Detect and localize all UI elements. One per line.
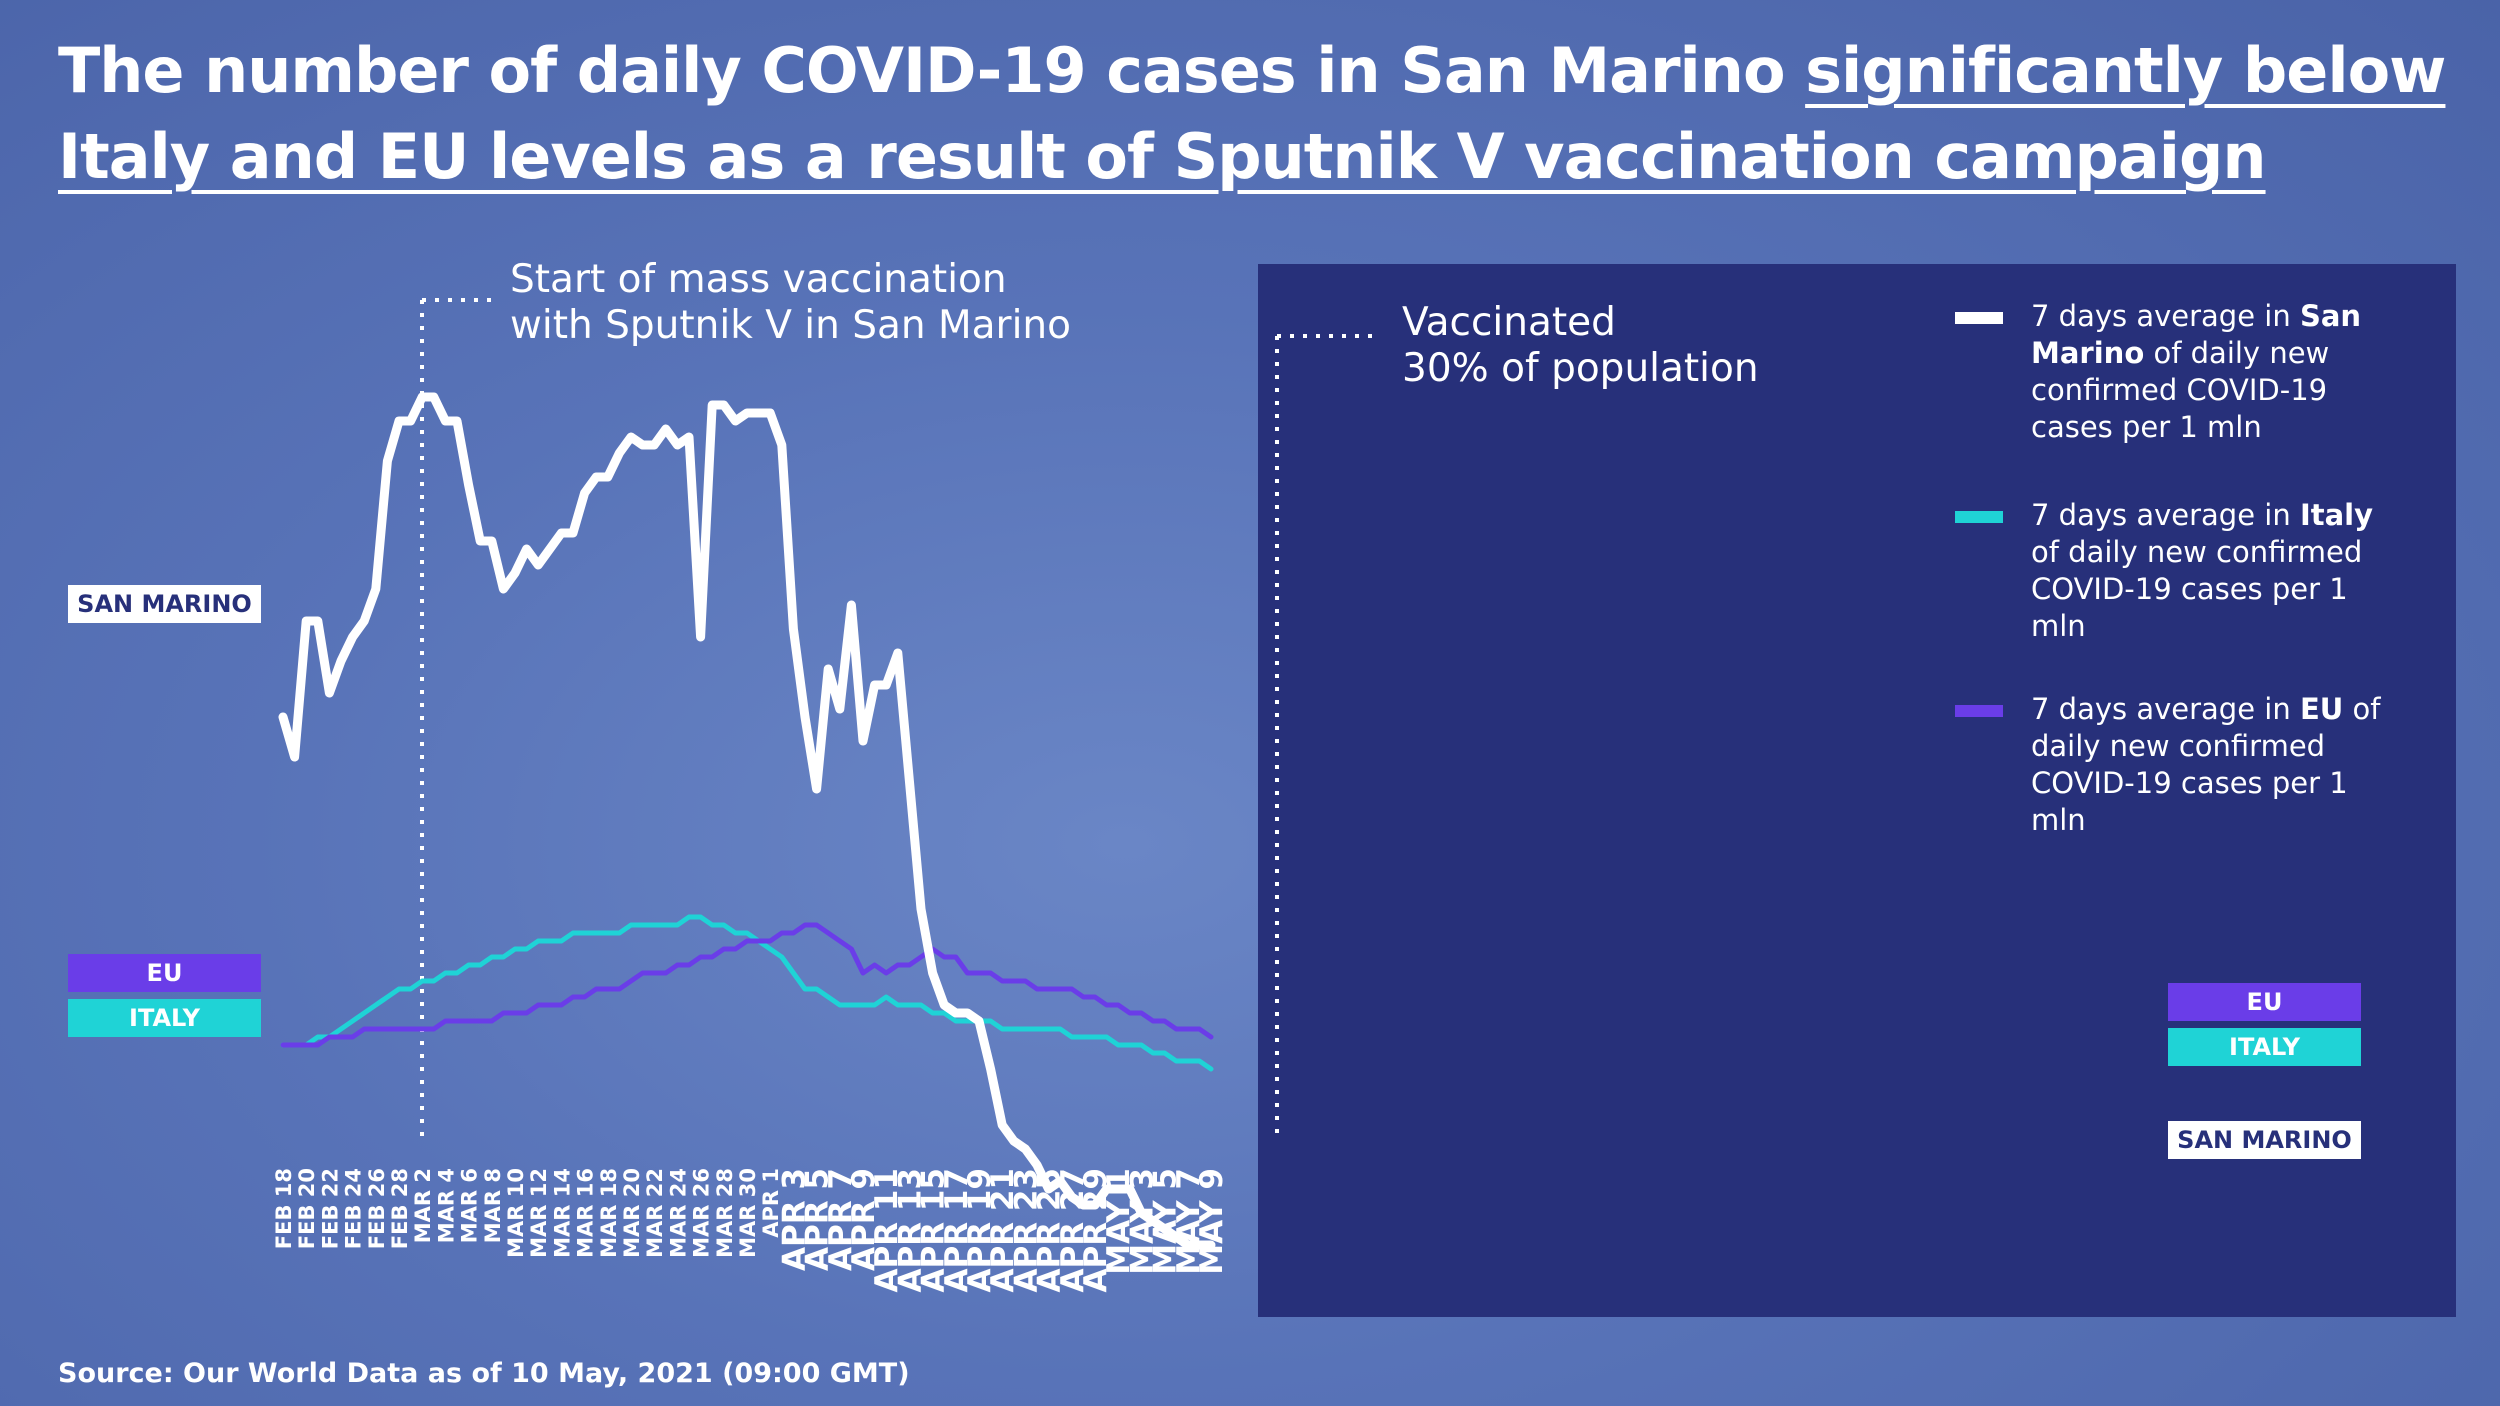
x-tick-label: MAR 18 (597, 1168, 621, 1258)
x-tick-label: MAR 28 (713, 1168, 737, 1258)
annotation-mass-vaccination: Start of mass vaccination with Sputnik V… (510, 257, 1071, 349)
x-tick-label: APR 13 (892, 1168, 928, 1293)
x-tick-label: APR 15 (916, 1168, 952, 1293)
x-tick-label: MAR 26 (690, 1168, 714, 1258)
x-tick-label: MAR 30 (736, 1168, 760, 1258)
legend-swatch-eu (1955, 705, 2003, 717)
annotation-vaccinated-line1: Vaccinated (1402, 300, 1616, 345)
x-tick-label: MAR 6 (458, 1168, 482, 1243)
x-tick-label: APR 5 (800, 1168, 836, 1271)
title-underlined: significantly below Italy and EU levels … (58, 34, 2446, 193)
series-tag-san-marino-left: SAN MARINO (68, 585, 261, 623)
x-tick-label: APR 17 (939, 1168, 975, 1293)
chart-title: The number of daily COVID-19 cases in Sa… (58, 28, 2458, 200)
legend-item-italy: 7 days average in Italy of daily new con… (1955, 497, 2395, 645)
title-plain: The number of daily COVID-19 cases in Sa… (58, 34, 1806, 107)
annotation-mass-vaccination-line2: with Sputnik V in San Marino (510, 303, 1071, 348)
x-tick-label: MAY 5 (1148, 1168, 1184, 1275)
x-tick-label: MAR 14 (550, 1168, 574, 1258)
series-tag-eu-left: EU (68, 954, 261, 992)
series-line-italy (280, 914, 1214, 1072)
source-note: Source: Our World Data as of 10 May, 202… (58, 1358, 910, 1389)
annotation-mass-vaccination-line1: Start of mass vaccination (510, 257, 1007, 302)
x-axis-ticks: FEB 18 FEB 20 FEB 22 FEB 24 FEB 26 FEB 28 MAR … (272, 1168, 1230, 1293)
x-tick-label: APR 9 (846, 1168, 882, 1271)
x-tick-label: FEB 18 (272, 1168, 296, 1249)
x-tick-label: MAR 22 (643, 1168, 667, 1258)
x-tick-label: APR 3 (776, 1168, 812, 1271)
legend-text-italy: 7 days average in Italy of daily new con… (2031, 498, 2374, 643)
series-layer (278, 392, 1216, 1250)
x-tick-label: MAR 2 (411, 1168, 435, 1243)
x-tick-label: MAY 3 (1124, 1168, 1160, 1275)
x-tick-label: MAR 24 (666, 1168, 690, 1258)
annotation-vaccinated-30: Vaccinated 30% of population (1402, 300, 1759, 392)
series-tag-italy-right: ITALY (2168, 1028, 2361, 1066)
legend-text-eu: 7 days average in EU of daily new confir… (2031, 692, 2381, 837)
x-tick-label: APR 29 (1078, 1168, 1114, 1293)
x-tick-label: APR 21 (985, 1168, 1021, 1293)
x-tick-label: FEB 22 (318, 1168, 342, 1249)
legend-item-san-marino: 7 days average in San Marino of daily ne… (1955, 298, 2395, 446)
series-tag-eu-right: EU (2168, 983, 2361, 1021)
series-tag-san-marino-right: SAN MARINO (2168, 1121, 2361, 1159)
x-tick-label: FEB 20 (295, 1168, 319, 1249)
x-tick-label: APR 19 (962, 1168, 998, 1293)
x-tick-label: FEB 28 (388, 1168, 412, 1249)
x-tick-label: MAR 10 (504, 1168, 528, 1258)
x-tick-label: MAR 16 (574, 1168, 598, 1258)
legend-item-eu: 7 days average in EU of daily new confir… (1955, 691, 2395, 839)
legend-swatch-san-marino (1955, 312, 2003, 324)
x-tick-label: FEB 24 (342, 1168, 366, 1249)
annotation-vaccinated-line2: 30% of population (1402, 346, 1759, 391)
x-tick-label: APR 27 (1055, 1168, 1091, 1293)
x-tick-label: MAY 7 (1171, 1168, 1207, 1275)
x-tick-label: MAR 20 (620, 1168, 644, 1258)
legend-text-san-marino: 7 days average in San Marino of daily ne… (2031, 299, 2362, 444)
x-tick-label: APR 23 (1008, 1168, 1044, 1293)
series-line-eu (280, 922, 1214, 1048)
x-tick-label: MAY 9 (1194, 1168, 1230, 1275)
x-tick-label: FEB 26 (365, 1168, 389, 1249)
marker-lines (420, 298, 1380, 1142)
x-tick-label: MAR 4 (434, 1168, 458, 1243)
series-tag-italy-left: ITALY (68, 999, 261, 1037)
x-tick-label: APR 25 (1032, 1168, 1068, 1293)
x-tick-label: APR 1 (759, 1168, 783, 1238)
x-tick-label: APR 11 (869, 1168, 905, 1293)
x-tick-label: MAY 1 (1101, 1168, 1137, 1275)
legend-swatch-italy (1955, 511, 2003, 523)
series-line-san-marino (278, 392, 1216, 1250)
x-tick-label: APR 7 (823, 1168, 859, 1271)
x-tick-label: MAR 12 (527, 1168, 551, 1258)
x-tick-label: MAR 8 (481, 1168, 505, 1243)
